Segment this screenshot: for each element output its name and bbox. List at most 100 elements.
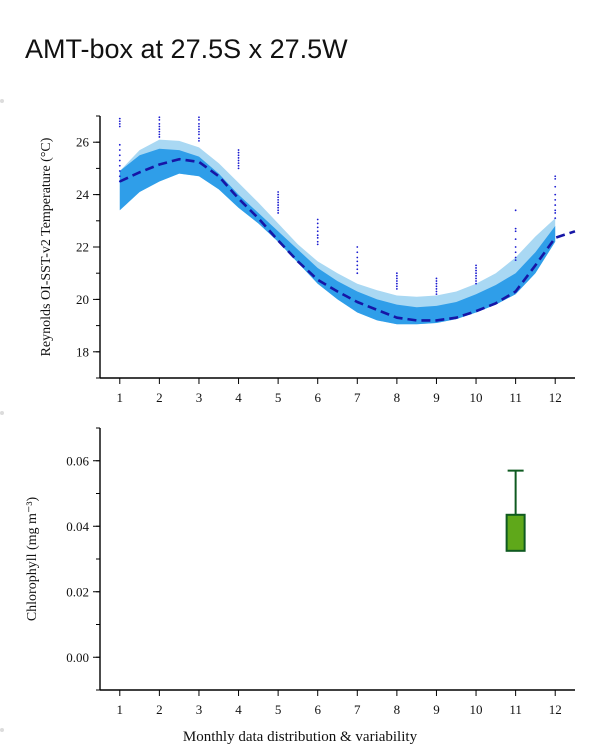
- sst-data-point: [118, 164, 121, 167]
- x-tick-label: 3: [196, 702, 203, 717]
- sst-data-point: [118, 143, 121, 146]
- sst-data-point: [277, 198, 280, 201]
- sst-data-point: [316, 218, 319, 221]
- sst-data-point: [198, 122, 200, 125]
- sst-data-point: [475, 267, 477, 269]
- sst-data-point: [554, 198, 557, 201]
- sst-data-point: [554, 175, 557, 178]
- y-tick-label: 22: [76, 240, 89, 255]
- x-tick-label: 11: [509, 702, 522, 717]
- sst-data-point: [554, 209, 557, 212]
- sst-data-point: [435, 285, 438, 288]
- sst-data-point: [435, 282, 438, 285]
- y-tick-label: 0.04: [66, 519, 89, 534]
- sst-data-point: [356, 256, 359, 259]
- sst-data-point: [356, 272, 359, 275]
- x-tick-label: 8: [394, 390, 401, 405]
- sst-data-point: [316, 236, 319, 239]
- scroll-marker: [0, 411, 4, 415]
- sst-data-point: [118, 170, 121, 172]
- sst-data-point: [237, 151, 240, 154]
- y-tick-label: 26: [76, 135, 90, 150]
- sst-data-point: [514, 209, 517, 212]
- sst-data-point: [514, 246, 517, 248]
- sst-data-point: [356, 268, 359, 271]
- sst-data-point: [237, 162, 240, 165]
- sst-data-point: [514, 227, 517, 230]
- sst-data-point: [237, 167, 240, 170]
- sst-data-point: [158, 136, 161, 138]
- sst-data-point: [198, 139, 200, 142]
- sst-data-point: [158, 133, 161, 136]
- sst-data-point: [277, 206, 280, 209]
- sst-data-point: [237, 157, 240, 159]
- sst-data-point: [198, 130, 200, 133]
- sst-data-point: [554, 193, 557, 196]
- sst-data-point: [118, 125, 121, 128]
- x-tick-label: 3: [196, 390, 203, 405]
- sst-data-point: [158, 125, 161, 128]
- sst-data-point: [237, 164, 240, 167]
- sst-data-point: [514, 251, 517, 254]
- sst-data-point: [356, 264, 359, 267]
- sst-data-point: [356, 246, 359, 248]
- sst-data-point: [118, 120, 121, 123]
- x-tick-label: 9: [433, 390, 440, 405]
- y-axis-title: Reynolds OI-SST-v2 Temperature (°C): [39, 137, 54, 356]
- sst-data-point: [395, 277, 398, 280]
- sst-mean-line: [119, 157, 576, 322]
- sst-data-point: [356, 251, 359, 254]
- sst-data-point: [395, 285, 398, 288]
- x-tick-label: 7: [354, 390, 361, 405]
- y-axis-title: Chlorophyll (mg m⁻³): [25, 496, 40, 621]
- scroll-marker: [0, 728, 4, 732]
- x-tick-label: 5: [275, 702, 282, 717]
- sst-data-point: [514, 230, 517, 233]
- sst-data-point: [237, 154, 240, 157]
- x-tick-label: 6: [314, 702, 321, 717]
- sst-data-point: [554, 212, 557, 214]
- sst-data-point: [435, 288, 438, 290]
- sst-data-point: [158, 128, 161, 130]
- y-tick-label: 0.00: [66, 650, 89, 665]
- x-tick-label: 1: [117, 390, 124, 405]
- y-tick-label: 0.06: [66, 453, 89, 468]
- x-tick-label: 12: [549, 702, 562, 717]
- x-tick-label: 5: [275, 390, 282, 405]
- sst-data-point: [118, 122, 121, 125]
- sst-data-point: [554, 177, 557, 180]
- x-tick-label: 10: [470, 390, 483, 405]
- x-tick-label: 1: [117, 702, 124, 717]
- sst-data-point: [198, 128, 200, 130]
- sst-data-point: [475, 280, 477, 282]
- sst-data-point: [316, 230, 319, 233]
- sst-data-point: [395, 272, 398, 275]
- y-tick-label: 0.02: [66, 584, 89, 599]
- sst-data-point: [395, 274, 398, 277]
- sst-data-point: [316, 234, 319, 237]
- sst-data-point: [198, 137, 200, 140]
- sst-data-point: [435, 293, 438, 296]
- box-month-11: [505, 513, 526, 552]
- sst-data-point: [158, 116, 161, 119]
- x-tick-label: 6: [314, 390, 321, 405]
- sst-data-point: [514, 259, 517, 261]
- y-tick-label: 18: [76, 344, 89, 359]
- x-tick-label: 2: [156, 702, 163, 717]
- sst-data-point: [118, 149, 121, 151]
- sst-data-point: [198, 125, 200, 128]
- sst-data-point: [475, 277, 477, 280]
- sst-data-point: [514, 256, 517, 259]
- sst-data-point: [277, 212, 280, 214]
- sst-data-point: [118, 175, 121, 178]
- sst-data-point: [395, 280, 398, 282]
- sst-data-point: [277, 201, 280, 204]
- sst-data-point: [158, 119, 161, 121]
- sst-data-point: [316, 240, 319, 243]
- x-tick-label: 2: [156, 390, 163, 405]
- sst-data-point: [316, 243, 319, 246]
- x-tick-label: 11: [509, 390, 522, 405]
- sst-data-point: [277, 191, 280, 193]
- sst-data-point: [435, 277, 438, 280]
